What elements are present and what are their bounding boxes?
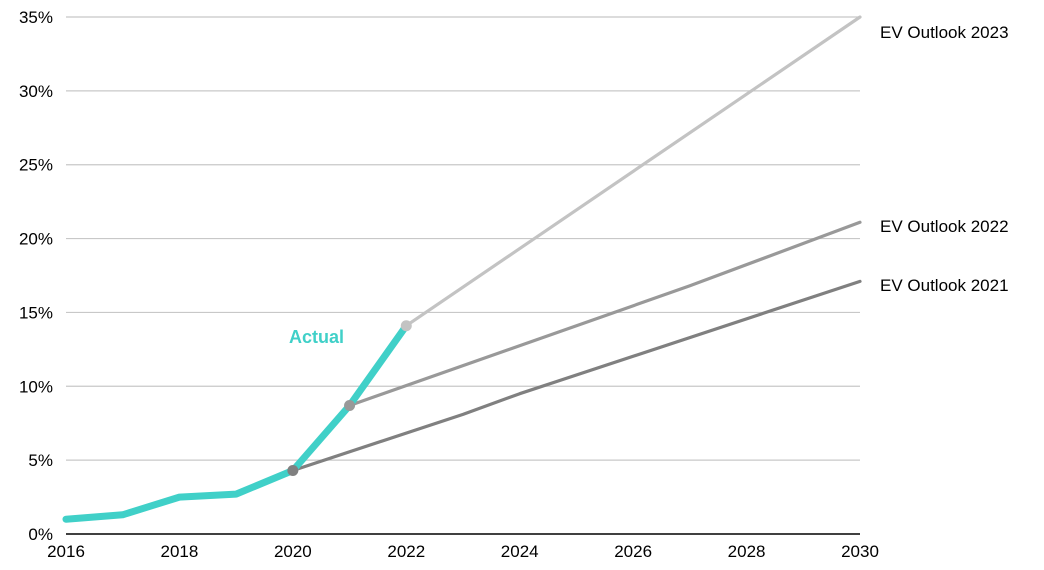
actual-series-label: Actual	[289, 327, 344, 347]
ev-outlook-2023-label: EV Outlook 2023	[880, 23, 1009, 42]
y-tick-label: 30%	[19, 82, 53, 101]
series-junction-marker	[287, 464, 299, 476]
y-tick-label: 15%	[19, 303, 53, 322]
series-junction-marker	[400, 320, 412, 332]
x-tick-label: 2018	[161, 542, 199, 561]
y-tick-label: 10%	[19, 377, 53, 396]
outlook-series-line	[348, 220, 862, 408]
x-tick-label: 2028	[728, 542, 766, 561]
outlook-series-line	[291, 279, 862, 473]
outlook-series-line	[404, 15, 862, 328]
series-junction-marker	[344, 399, 356, 411]
series-markers	[287, 320, 412, 476]
gridlines	[66, 16, 860, 461]
y-tick-label: 25%	[19, 156, 53, 175]
labels: Actual EV Outlook 2023 EV Outlook 2022 E…	[289, 23, 1009, 347]
axes: 0% 5% 10% 15% 20% 25% 30% 35% 2016 2018 2020 2022 20…	[19, 8, 879, 561]
y-tick-label: 5%	[28, 451, 53, 470]
x-tick-label: 2020	[274, 542, 312, 561]
x-tick-label: 2022	[387, 542, 425, 561]
x-tick-label: 2026	[614, 542, 652, 561]
y-tick-label: 20%	[19, 230, 53, 249]
x-tick-label: 2024	[501, 542, 539, 561]
ev-outlook-2021-label: EV Outlook 2021	[880, 276, 1009, 295]
actual-series-line	[62, 322, 410, 523]
series-lines	[62, 15, 862, 523]
x-tick-label: 2016	[47, 542, 85, 561]
y-tick-label: 35%	[19, 8, 53, 27]
x-tick-label: 2030	[841, 542, 879, 561]
ev-outlook-2022-label: EV Outlook 2022	[880, 217, 1009, 236]
y-tick-label: 0%	[28, 525, 53, 544]
